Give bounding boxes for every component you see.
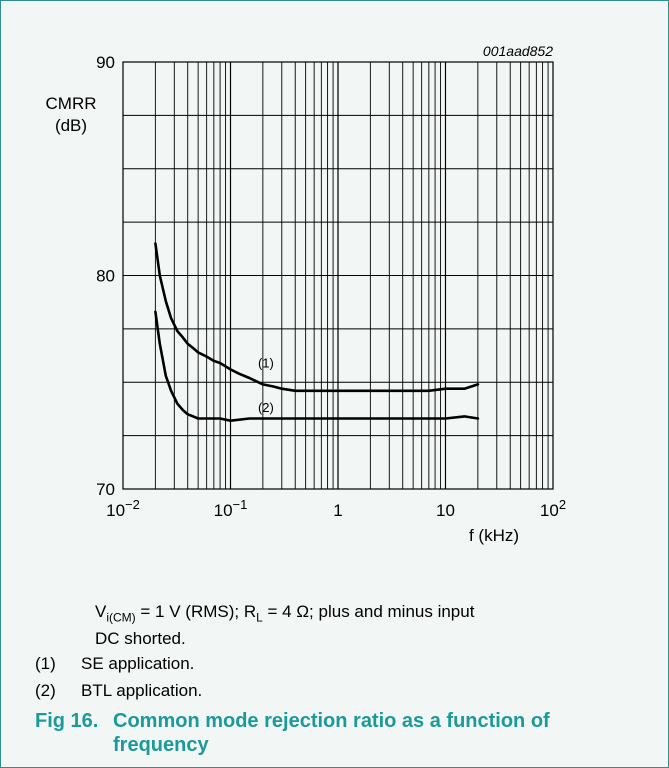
voltage-symbol: V (95, 602, 107, 621)
caption-line1: Common mode rejection ratio as a functio… (113, 710, 550, 732)
caption-line2: frequency (113, 734, 209, 756)
test-conditions: Vi(CM) = 1 V (RMS); RL = 4 Ω; plus and m… (95, 601, 615, 649)
y-tick-label: 90 (96, 53, 115, 72)
x-tick-label: 10 (436, 501, 455, 520)
legend-item-text: BTL application. (81, 681, 203, 700)
resistance-rest: = 4 Ω; plus and minus input (262, 602, 475, 621)
legend-item-se: (1) SE application. (35, 654, 194, 674)
curves (154, 242, 480, 423)
y-axis-label: CMRR (46, 94, 97, 113)
y-tick-label: 80 (96, 267, 115, 286)
voltage-subscript: i(CM) (106, 610, 136, 625)
cmrr-chart: (1) (2) 70 80 90 CMRR (dB) 10−2 10−1 1 10 102 f (kHz… (46, 43, 567, 545)
series-line-1 (154, 242, 480, 393)
y-tick-label: 70 (96, 480, 115, 499)
grid (123, 62, 553, 489)
x-tick-label: 10−1 (214, 497, 248, 520)
plot-border (122, 61, 554, 490)
legend-item-text: SE application. (81, 654, 195, 673)
figure-number: Fig 16. (35, 710, 99, 732)
legend-item-number: (2) (35, 681, 56, 700)
conditions-line2: DC shorted. (95, 629, 186, 649)
x-tick-label: 10−2 (106, 497, 140, 520)
curve-label-2: (2) (258, 400, 274, 415)
voltage-rest: = 1 V (RMS); R (135, 602, 257, 621)
legend-item-number: (1) (35, 654, 56, 673)
figure-caption: Fig 16. Common mode rejection ratio as a … (35, 709, 635, 757)
y-axis-unit: (dB) (55, 116, 87, 135)
series-line-2 (154, 310, 480, 423)
curve-label-1: (1) (258, 355, 274, 370)
legend-item-btl: (2) BTL application. (35, 681, 202, 701)
figure-id-label: 001aad852 (483, 43, 553, 59)
x-tick-label: 1 (333, 501, 342, 520)
resistance-subscript: L (256, 610, 263, 625)
x-axis-label: f (kHz) (469, 526, 519, 545)
labels: (1) (2) 70 80 90 CMRR (dB) 10−2 10−1 1 10 102 f (kHz… (46, 43, 567, 545)
x-tick-label: 102 (540, 497, 566, 520)
